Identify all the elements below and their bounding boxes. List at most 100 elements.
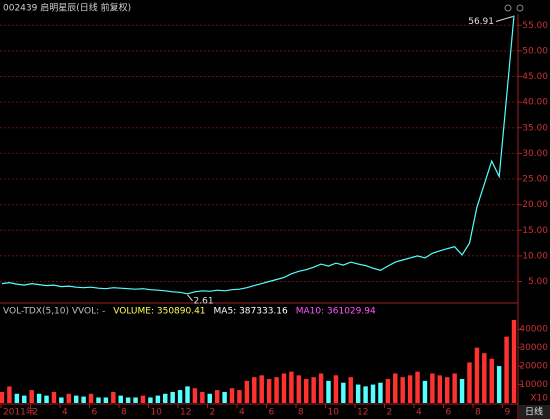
- volume-bar: [140, 395, 146, 403]
- y-tick-label: 35.00: [522, 123, 548, 133]
- volume-bar: [304, 379, 309, 403]
- volume-bar: [29, 390, 34, 403]
- x-tick-label: 2: [210, 408, 216, 418]
- volume-bar: [7, 386, 12, 403]
- indicator-label: VOL-TDX(5,10) VVOL: -: [3, 307, 105, 317]
- low-annotation: 2.61: [194, 296, 214, 306]
- volume-bar: [311, 377, 316, 403]
- x-tick-label: 2: [387, 408, 393, 418]
- volume-bar: [400, 377, 405, 403]
- y-tick-label: 55.00: [522, 21, 548, 31]
- volume-bar: [467, 362, 472, 403]
- y-tick-label: 45.00: [522, 72, 548, 82]
- volume-bar: [229, 388, 235, 403]
- volume-bar: [430, 373, 435, 403]
- x-tick-label: 12: [180, 408, 191, 418]
- volume-bar: [437, 375, 443, 403]
- y-tick-label: 10000: [519, 380, 548, 390]
- y-tick-label: 40000: [519, 325, 548, 335]
- volume-bar: [214, 390, 220, 403]
- volume-unit: X10: [530, 394, 548, 404]
- period-label[interactable]: 日线: [525, 406, 543, 418]
- x-tick-label: 8: [475, 408, 481, 418]
- volume-bar: [482, 353, 487, 403]
- y-tick-label: 50.00: [522, 46, 548, 56]
- volume-bar: [318, 373, 324, 403]
- volume-bar: [266, 379, 272, 403]
- volume-bar: [73, 395, 79, 403]
- period-tab[interactable]: [519, 405, 550, 419]
- volume-bar: [148, 397, 153, 403]
- volume-bar: [422, 380, 428, 403]
- volume-bar: [415, 371, 420, 403]
- volume-bar: [185, 386, 190, 403]
- volume-bar: [96, 397, 101, 403]
- x-tick-label: 10: [151, 408, 163, 418]
- volume-bar: [66, 393, 72, 403]
- volume-bar: [125, 397, 131, 403]
- x-tick-label: 6: [92, 408, 98, 418]
- x-tick-label: 4: [416, 408, 422, 418]
- volume-bar: [274, 377, 279, 403]
- volume-bar: [222, 391, 227, 403]
- volume-bar: [200, 391, 205, 403]
- volume-bar: [341, 382, 346, 403]
- volume-bar: [444, 377, 450, 403]
- x-tick-label: 8: [121, 408, 127, 418]
- volume-bar: [244, 380, 250, 403]
- y-tick-label: 20.00: [522, 200, 548, 210]
- volume-bar: [252, 377, 257, 403]
- volume-bar: [348, 377, 353, 403]
- x-tick-label: 6: [269, 408, 275, 418]
- x-tick-label: 4: [239, 408, 245, 418]
- y-tick-label: 30000: [519, 343, 548, 353]
- close-buttons[interactable]: [504, 4, 524, 12]
- volume-bar: [14, 393, 20, 403]
- volume-bar: [36, 393, 42, 403]
- volume-bar: [51, 391, 57, 403]
- x-tick-label: 4: [62, 408, 68, 418]
- y-tick-label: 20000: [519, 362, 548, 372]
- volume-bar: [378, 382, 383, 403]
- indicator-label: MA10: 361029.94: [296, 307, 376, 317]
- volume-bar: [22, 395, 27, 403]
- x-tick-label: 10: [328, 408, 340, 418]
- volume-bar: [259, 375, 264, 403]
- volume-bar: [177, 390, 183, 403]
- x-tick-label: 12: [357, 408, 368, 418]
- indicator-label: VOLUME: 350890.41: [113, 307, 205, 317]
- volume-bar: [296, 375, 302, 403]
- volume-bar: [474, 347, 480, 403]
- price-line: [1, 15, 515, 295]
- volume-bar: [44, 395, 49, 403]
- volume-bar: [237, 390, 242, 403]
- volume-bar: [111, 391, 116, 403]
- y-tick-label: 25.00: [522, 175, 548, 185]
- volume-bar: [370, 384, 376, 403]
- volume-bar: [363, 386, 368, 403]
- volume-bar: [192, 388, 198, 403]
- volume-bar: [289, 371, 294, 403]
- volume-bar: [385, 379, 391, 403]
- volume-bar: [170, 391, 175, 403]
- volume-bar: [407, 375, 413, 403]
- volume-bar: [81, 396, 86, 403]
- x-tick-label: 9: [505, 408, 511, 418]
- volume-bar: [326, 380, 331, 403]
- volume-bar: [88, 393, 94, 403]
- low-arrow: [187, 294, 193, 302]
- y-tick-label: 15.00: [522, 226, 548, 236]
- high-arrow: [495, 16, 514, 22]
- x-tick-label: 6: [446, 408, 452, 418]
- high-annotation: 56.91: [468, 17, 494, 27]
- volume-bar: [333, 375, 339, 403]
- volume-bar: [511, 320, 517, 403]
- y-tick-label: 30.00: [522, 149, 548, 159]
- volume-bar: [118, 395, 123, 403]
- y-tick-label: 10.00: [522, 251, 548, 261]
- volume-bar: [59, 397, 64, 403]
- x-tick-label: 2: [33, 408, 39, 418]
- indicator-label: MA5: 387333.16: [214, 307, 288, 317]
